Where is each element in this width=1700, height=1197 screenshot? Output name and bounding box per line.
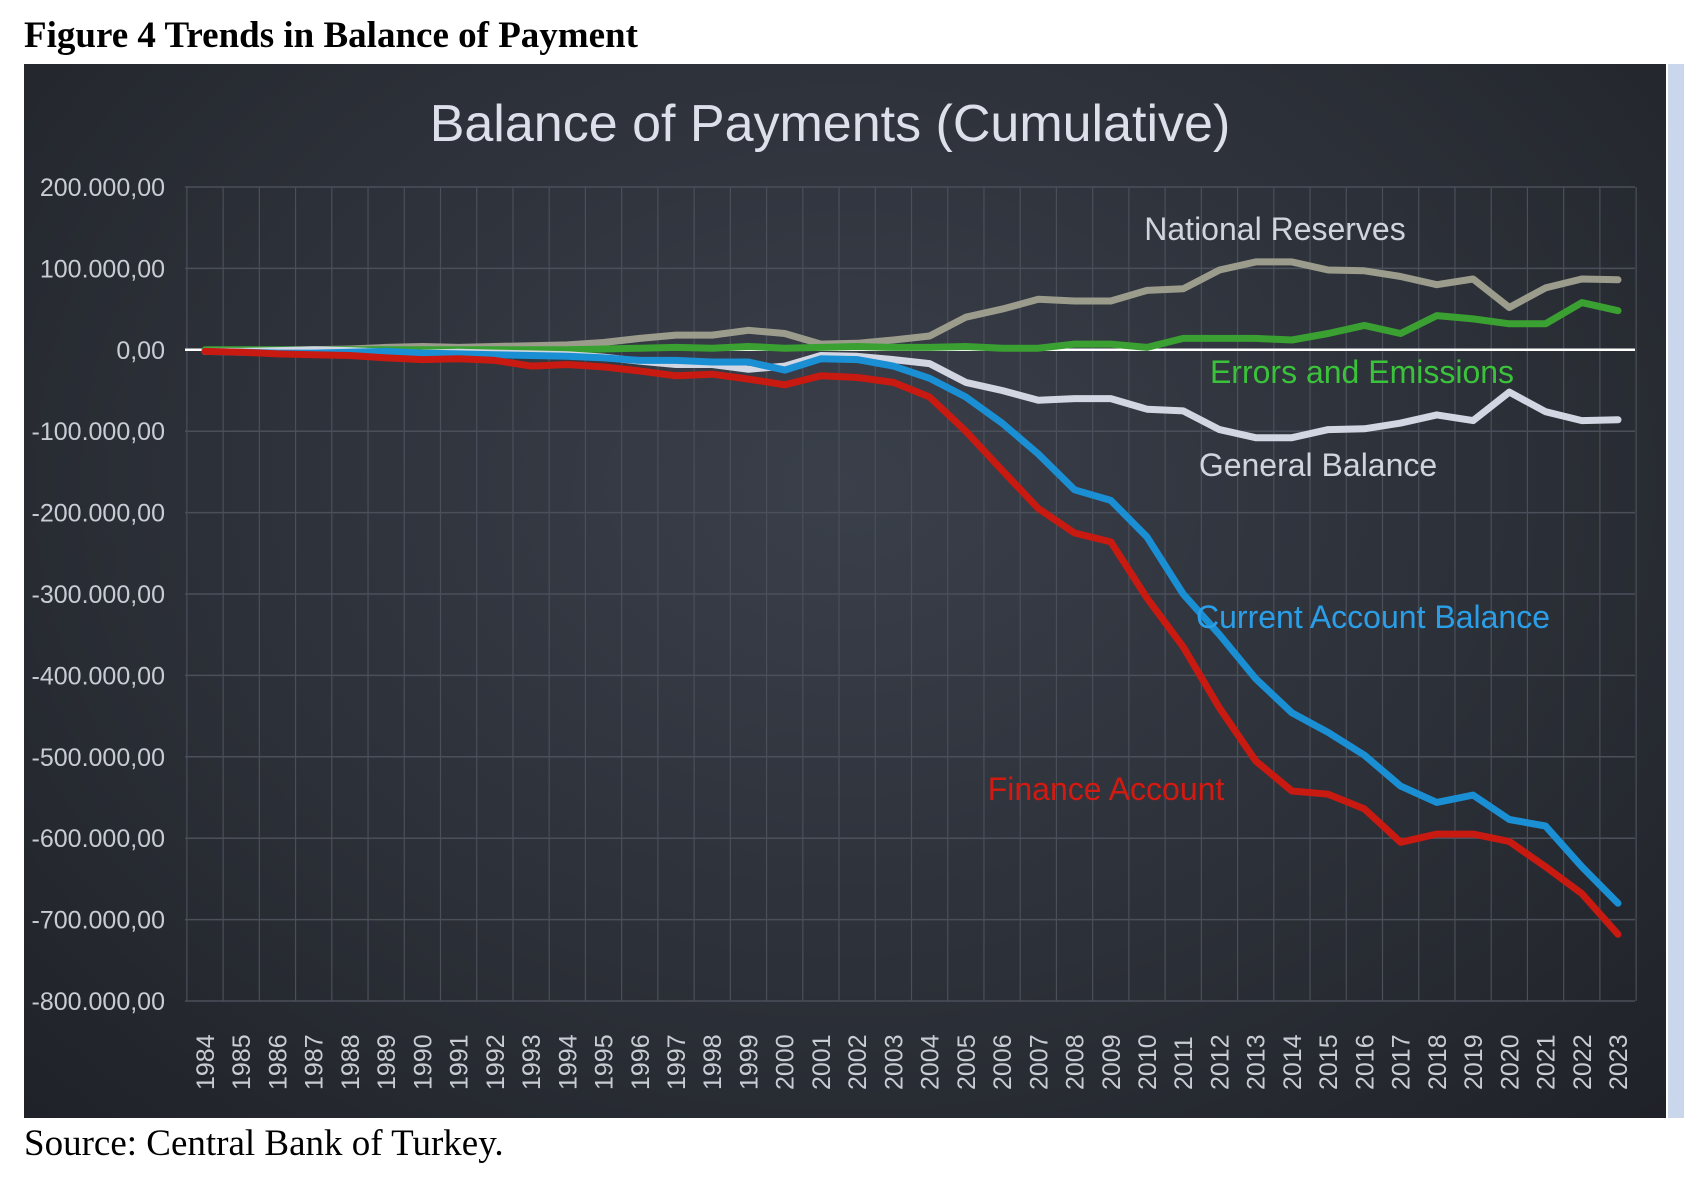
y-tick-label: 0,00 — [116, 337, 165, 365]
y-tick-label: -100.000,00 — [32, 418, 165, 446]
x-tick-label: 1996 — [627, 1034, 655, 1090]
x-tick-label: 1999 — [735, 1034, 763, 1090]
x-tick-label: 2019 — [1460, 1034, 1488, 1090]
y-tick-label: -600.000,00 — [32, 825, 165, 853]
x-axis-tick-labels: 1984 1985 1986 1987 1988 1989 1990 1991 1992 1993… — [192, 1034, 1633, 1090]
x-tick-label: 1989 — [373, 1034, 401, 1090]
x-tick-label: 2011 — [1170, 1036, 1198, 1090]
x-tick-label: 2023 — [1605, 1034, 1633, 1090]
figure-title: Figure 4 Trends in Balance of Payment — [24, 15, 638, 56]
x-tick-label: 2012 — [1206, 1034, 1234, 1090]
x-tick-label: 2006 — [989, 1034, 1017, 1090]
chart-title: Balance of Payments (Cumulative) — [430, 95, 1231, 153]
y-axis-tick-labels: 200.000,00 100.000,00 0,00 -100.000,00 -200.… — [32, 174, 165, 1016]
y-tick-label: -400.000,00 — [32, 662, 165, 690]
x-tick-label: 2017 — [1388, 1034, 1416, 1090]
x-tick-label: 1987 — [301, 1034, 329, 1090]
x-tick-label: 2008 — [1062, 1034, 1090, 1090]
x-tick-label: 2010 — [1134, 1034, 1162, 1090]
x-tick-label: 2022 — [1569, 1034, 1597, 1090]
series-labels: National Reserves Errors and Emissions Gen… — [988, 211, 1550, 807]
series-label-general-balance: General Balance — [1199, 447, 1437, 483]
x-tick-label: 2004 — [917, 1034, 945, 1090]
page-edge-stripe — [1668, 64, 1684, 1118]
chart-grid — [185, 186, 1637, 1002]
series-line-finance-account — [201, 347, 1622, 938]
x-tick-label: 2001 — [808, 1034, 836, 1090]
chart-series — [201, 258, 1622, 938]
x-tick-label: 1985 — [228, 1034, 256, 1090]
y-tick-label: 100.000,00 — [40, 255, 165, 283]
x-tick-label: 2002 — [844, 1034, 872, 1090]
x-tick-label: 1994 — [554, 1034, 582, 1090]
x-tick-label: 1991 — [446, 1034, 474, 1090]
x-tick-label: 2015 — [1315, 1034, 1343, 1090]
x-tick-label: 2007 — [1025, 1034, 1053, 1090]
x-tick-label: 2009 — [1098, 1034, 1126, 1090]
y-tick-label: -800.000,00 — [32, 988, 165, 1016]
x-tick-label: 1986 — [264, 1034, 292, 1090]
y-tick-label: -300.000,00 — [32, 581, 165, 609]
x-tick-label: 2018 — [1424, 1034, 1452, 1090]
series-label-national-reserves: National Reserves — [1144, 211, 1405, 247]
figure-source: Source: Central Bank of Turkey. — [24, 1123, 504, 1164]
x-tick-label: 1998 — [699, 1034, 727, 1090]
x-tick-label: 1984 — [192, 1034, 220, 1090]
series-line-current-account-balance — [201, 347, 1622, 907]
series-label-finance-account: Finance Account — [988, 771, 1225, 807]
x-tick-label: 1997 — [663, 1034, 691, 1090]
series-label-errors-and-emissions: Errors and Emissions — [1210, 354, 1514, 390]
x-tick-label: 1992 — [482, 1034, 510, 1090]
series-label-current-account-balance: Current Account Balance — [1196, 599, 1550, 635]
x-tick-label: 2013 — [1243, 1034, 1271, 1090]
x-tick-label: 1993 — [518, 1034, 546, 1090]
x-tick-label: 2016 — [1351, 1034, 1379, 1090]
y-tick-label: -500.000,00 — [32, 744, 165, 772]
x-tick-label: 1990 — [409, 1034, 437, 1090]
x-tick-label: 2021 — [1533, 1034, 1561, 1090]
chart-panel — [24, 64, 1666, 1118]
x-tick-label: 2000 — [772, 1034, 800, 1090]
x-tick-label: 2020 — [1496, 1034, 1524, 1090]
x-tick-label: 1988 — [337, 1034, 365, 1090]
x-tick-label: 1995 — [591, 1034, 619, 1090]
y-tick-label: -200.000,00 — [32, 500, 165, 528]
y-tick-label: 200.000,00 — [40, 174, 165, 202]
x-tick-label: 2014 — [1279, 1034, 1307, 1090]
x-tick-label: 2003 — [880, 1034, 908, 1090]
y-tick-label: -700.000,00 — [32, 907, 165, 935]
x-tick-label: 2005 — [953, 1034, 981, 1090]
